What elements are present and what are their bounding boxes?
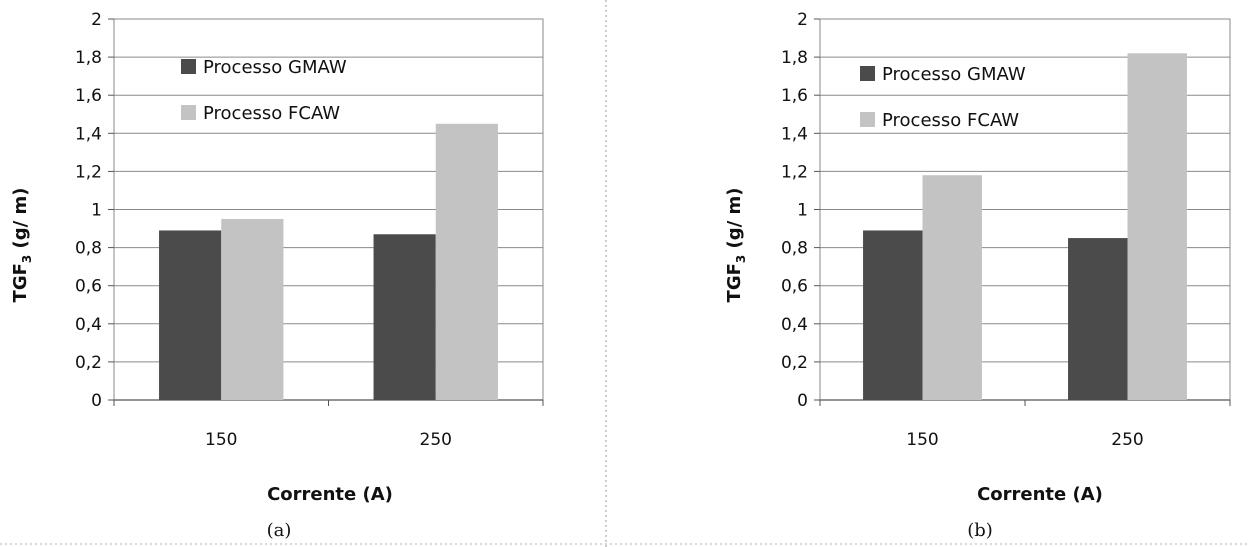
bar-processo-fcaw <box>922 175 982 400</box>
legend-swatch <box>860 112 875 127</box>
bar-processo-fcaw <box>1127 53 1187 400</box>
y-tick-label: 0,2 <box>781 353 808 373</box>
y-tick-label: 0 <box>797 391 808 411</box>
y-tick-label: 0,6 <box>75 277 102 297</box>
y-tick-label: 1,2 <box>781 162 808 182</box>
y-tick-label: 0,8 <box>75 239 102 259</box>
y-tick-label: 2 <box>797 10 808 30</box>
y-tick-label: 1,6 <box>781 86 808 106</box>
panel-label: (b) <box>967 520 993 541</box>
bar-processo-fcaw <box>435 123 498 401</box>
y-axis-label: TGF3 (g/ m) <box>10 188 34 303</box>
legend-label: Processo FCAW <box>882 110 1019 131</box>
x-tick-label: 250 <box>420 430 452 450</box>
y-axis-label: TGF3 (g/ m) <box>724 188 748 303</box>
legend-swatch <box>181 59 196 74</box>
bar-processo-gmaw <box>863 230 923 400</box>
legend-label: Processo GMAW <box>882 64 1026 85</box>
x-axis-label: Corrente (A) <box>267 484 393 505</box>
y-tick-label: 1,6 <box>75 86 102 106</box>
y-tick-label: 0,6 <box>781 277 808 297</box>
y-tick-label: 0 <box>91 391 102 411</box>
y-tick-label: 1,8 <box>781 48 808 68</box>
y-tick-label: 1 <box>91 201 102 221</box>
bar-processo-gmaw <box>1068 238 1128 400</box>
y-tick-label: 0,8 <box>781 239 808 259</box>
y-tick-label: 1,8 <box>75 48 102 68</box>
chart-a: 0 0,2 0,4 0,6 0,8 1 1,2 1,4 1,6 1,8 2 150 250 Process… <box>10 10 544 541</box>
legend-swatch <box>860 66 875 81</box>
y-tick-label: 1,4 <box>75 124 102 144</box>
chart-b: 0 0,2 0,4 0,6 0,8 1 1,2 1,4 1,6 1,8 2 150 250 Process… <box>724 10 1231 541</box>
bar-processo-gmaw <box>159 230 222 400</box>
y-tick-label: 0,2 <box>75 353 102 373</box>
y-tick-label: 1,2 <box>75 162 102 182</box>
y-tick-label: 1,4 <box>781 124 808 144</box>
bar-processo-fcaw <box>221 219 284 400</box>
legend-label: Processo FCAW <box>203 103 340 124</box>
x-axis-label: Corrente (A) <box>977 484 1103 505</box>
y-tick-label: 0,4 <box>75 315 102 335</box>
bar-processo-gmaw <box>373 234 436 400</box>
x-tick-label: 150 <box>906 430 938 450</box>
y-tick-label: 1 <box>797 201 808 221</box>
legend-swatch <box>181 105 196 120</box>
panel-label: (a) <box>267 520 292 541</box>
x-tick-label: 250 <box>1111 430 1143 450</box>
y-tick-label: 0,4 <box>781 315 808 335</box>
legend-label: Processo GMAW <box>203 57 347 78</box>
x-tick-label: 150 <box>205 430 237 450</box>
y-tick-label: 2 <box>91 10 102 30</box>
